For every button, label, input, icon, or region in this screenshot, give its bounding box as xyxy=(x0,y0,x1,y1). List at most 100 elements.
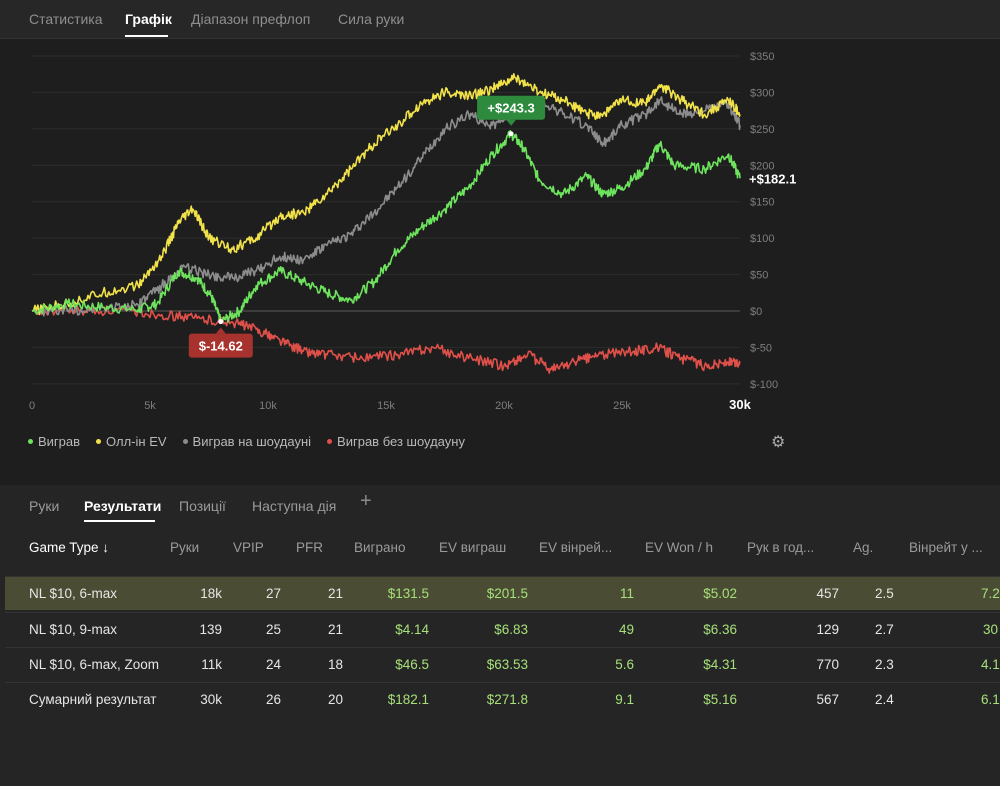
profit-graph[interactable]: $350 $300 $250 $200 $150 $100 $50 $0 $-50 $-100 0 5… xyxy=(0,39,1000,459)
cell-won: $4.14 xyxy=(395,622,429,637)
max-point xyxy=(508,131,514,137)
y-tick-label: $150 xyxy=(750,197,774,209)
cell-winrate: 30 xyxy=(983,622,999,637)
cell-game-type: NL $10, 9-max xyxy=(29,622,118,637)
cell-hands-per-hour: 770 xyxy=(816,657,839,672)
y-tick-label: $300 xyxy=(750,87,774,99)
max-badge-pointer xyxy=(506,119,517,126)
x-tick-label: 0 xyxy=(29,400,35,412)
col-ev-won-per-hour[interactable]: EV Won / h xyxy=(645,540,714,555)
cell-won: $46.5 xyxy=(395,657,429,672)
cell-hands: 18k xyxy=(200,586,222,601)
cell-winrate: 6.1 xyxy=(981,692,1000,707)
table-row[interactable]: NL $10, 9-max 139 25 21 $4.14 $6.83 49 $… xyxy=(5,612,1000,646)
legend-item-won[interactable]: Виграв xyxy=(28,434,80,449)
cell-pfr: 21 xyxy=(327,622,343,637)
cell-pfr: 18 xyxy=(327,657,343,672)
tab-statistics[interactable]: Статистика xyxy=(29,11,103,27)
min-badge xyxy=(188,333,253,358)
cell-winrate: 7.2 xyxy=(981,586,1000,601)
max-label: +$243.3 xyxy=(487,101,534,116)
col-hands[interactable]: Руки xyxy=(170,540,200,555)
cell-ev-won: $271.8 xyxy=(486,692,528,707)
y-tick-label: $250 xyxy=(750,124,774,136)
active-subtab-underline xyxy=(84,520,155,522)
legend-item-non-showdown[interactable]: Виграв без шоудауну xyxy=(327,434,465,449)
col-hands-per-hour[interactable]: Рук в год... xyxy=(747,540,815,555)
cell-ev-won: $63.53 xyxy=(486,657,528,672)
active-tab-underline xyxy=(125,35,168,37)
cell-ev-won: $6.83 xyxy=(494,622,528,637)
y-tick-label: $-100 xyxy=(750,379,778,391)
col-ev-won[interactable]: EV виграш xyxy=(439,540,507,555)
legend-dot xyxy=(182,439,188,444)
legend-dot xyxy=(327,439,333,444)
cell-ev-won-per-hour: $5.16 xyxy=(703,692,737,707)
subtab-next-action[interactable]: Наступна дія xyxy=(252,498,337,514)
end-value-label: +$182.1 xyxy=(749,171,796,186)
col-ev-winrate[interactable]: EV вінрей... xyxy=(539,540,613,555)
legend-item-allin-ev[interactable]: Олл-ін EV xyxy=(96,434,167,449)
table-row[interactable]: NL $10, 6-max, Zoom 11k 24 18 $46.5 $63.… xyxy=(5,647,1000,681)
cell-winrate: 4.1 xyxy=(981,657,1000,672)
y-tick-label: $200 xyxy=(750,160,774,172)
cell-ev-winrate: 49 xyxy=(618,622,634,637)
results-panel xyxy=(0,486,1000,786)
cell-hands-per-hour: 457 xyxy=(816,586,839,601)
plus-icon[interactable]: + xyxy=(360,490,372,512)
cell-pfr: 21 xyxy=(327,586,343,601)
cell-aggression: 2.4 xyxy=(875,692,894,707)
legend-label: Виграв без шоудауну xyxy=(337,434,465,449)
cell-game-type: NL $10, 6-max xyxy=(29,586,118,601)
cell-won: $182.1 xyxy=(387,692,429,707)
col-pfr[interactable]: PFR xyxy=(296,540,323,555)
tab-preflop-range[interactable]: Діапазон префлоп xyxy=(191,11,311,27)
cell-ev-winrate: 11 xyxy=(619,586,634,601)
cell-hands-per-hour: 129 xyxy=(816,622,839,637)
series-line xyxy=(31,305,741,374)
x-tick-label: 10k xyxy=(259,400,277,412)
legend-dot xyxy=(96,439,102,444)
tab-hand-strength[interactable]: Сила руки xyxy=(338,11,405,27)
col-game-type[interactable]: Game Type ↓ xyxy=(29,540,110,555)
subtab-results[interactable]: Результати xyxy=(84,498,162,514)
y-tick-label: $100 xyxy=(750,233,774,245)
col-won[interactable]: Виграно xyxy=(354,540,406,555)
tab-graph[interactable]: Графік xyxy=(125,11,172,27)
subtab-hands[interactable]: Руки xyxy=(29,498,60,514)
cell-pfr: 20 xyxy=(327,692,343,707)
cell-game-type: NL $10, 6-max, Zoom xyxy=(29,657,160,672)
min-badge-pointer xyxy=(215,327,226,334)
cell-ev-won-per-hour: $4.31 xyxy=(703,657,737,672)
gear-icon[interactable]: ⚙ xyxy=(771,434,786,451)
cell-ev-winrate: 9.1 xyxy=(615,692,634,707)
cell-hands: 11k xyxy=(201,657,222,672)
cell-hands: 139 xyxy=(199,622,222,637)
table-row[interactable]: NL $10, 6-max 18k 27 21 $131.5 $201.5 11… xyxy=(5,576,1000,610)
cell-vpip: 25 xyxy=(265,622,281,637)
subtab-positions[interactable]: Позиції xyxy=(179,498,226,514)
col-vpip[interactable]: VPIP xyxy=(233,540,264,555)
col-aggression[interactable]: Ag. xyxy=(853,540,874,555)
cell-ev-won-per-hour: $5.02 xyxy=(703,586,737,601)
max-badge xyxy=(477,95,546,120)
cell-aggression: 2.3 xyxy=(875,657,894,672)
cell-vpip: 26 xyxy=(265,692,281,707)
legend-dot xyxy=(28,439,33,444)
legend-label: Виграв xyxy=(38,434,81,449)
col-winrate[interactable]: Вінрейт у ... xyxy=(909,540,983,555)
y-tick-label: $50 xyxy=(750,270,768,282)
legend-label: Олл-ін EV xyxy=(106,434,167,449)
summary-row[interactable]: Сумарний результат 30k 26 20 $182.1 $271… xyxy=(5,682,1000,716)
series-line xyxy=(31,73,741,316)
min-label: $-14.62 xyxy=(199,339,243,354)
cell-ev-won: $201.5 xyxy=(486,586,528,601)
cell-vpip: 24 xyxy=(265,657,281,672)
cell-hands: 30k xyxy=(200,692,222,707)
cell-game-type: Сумарний результат xyxy=(29,692,157,707)
chart-legend: Виграв Олл-ін EV Виграв на шоудауні Вигр… xyxy=(28,434,475,449)
x-tick-label: 15k xyxy=(377,400,395,412)
series-line xyxy=(31,95,741,317)
legend-item-showdown[interactable]: Виграв на шоудауні xyxy=(182,434,311,449)
cell-ev-won-per-hour: $6.36 xyxy=(703,622,737,637)
